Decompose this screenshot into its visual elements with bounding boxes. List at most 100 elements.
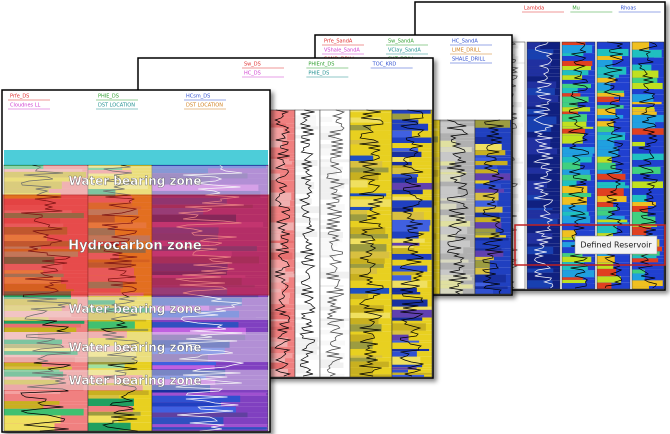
- header-label: Prfe_DS: [10, 94, 29, 100]
- log-fill: [527, 42, 560, 50]
- log-fill: [527, 88, 555, 96]
- log-fill: [295, 168, 311, 173]
- log-fill: [562, 96, 589, 103]
- track-border: [526, 41, 561, 290]
- log-fill: [4, 379, 59, 385]
- log-fill: [392, 123, 429, 131]
- log-fill: [295, 213, 307, 218]
- log-fill: [320, 340, 346, 346]
- log-fill: [392, 369, 432, 373]
- zone-overlay: [3, 332, 269, 362]
- log-fill: [4, 362, 42, 367]
- log-fill: [270, 341, 288, 347]
- log-fill: [392, 165, 432, 169]
- log-fill: [152, 354, 268, 363]
- log-fill: [152, 298, 242, 306]
- log-fill: [320, 278, 349, 286]
- log-fill: [295, 110, 314, 116]
- log-fill: [562, 93, 581, 97]
- track-border: [596, 41, 631, 290]
- log-fill: [632, 211, 648, 217]
- log-fill: [350, 263, 384, 268]
- log-fill: [632, 114, 664, 123]
- log-fill: [475, 237, 509, 241]
- log-curve: [481, 119, 504, 295]
- log-fill: [270, 147, 281, 154]
- log-fill: [440, 262, 459, 270]
- log-fill: [88, 422, 131, 431]
- log-fill: [320, 257, 343, 262]
- log-fill: [562, 169, 590, 175]
- log-fill: [562, 247, 587, 254]
- log-fill: [350, 196, 381, 200]
- log-fill: [597, 66, 627, 75]
- log-fill: [440, 181, 474, 187]
- log-fill: [295, 342, 318, 347]
- track-border: [474, 119, 512, 295]
- log-fill: [295, 317, 308, 320]
- log-fill: [88, 415, 152, 423]
- log-fill: [440, 172, 467, 175]
- log-curve: [273, 109, 292, 377]
- log-fill: [562, 204, 587, 212]
- log-fill: [88, 165, 121, 168]
- log-fill: [562, 147, 595, 154]
- log-fill: [475, 240, 505, 249]
- log-fill: [475, 180, 490, 184]
- log-fill: [88, 356, 132, 361]
- log-fill: [475, 155, 511, 158]
- log-fill: [527, 156, 560, 165]
- log-fill: [440, 126, 475, 134]
- log-fill: [4, 298, 78, 306]
- log-fill: [597, 74, 619, 78]
- log-fill: [295, 349, 317, 355]
- log-fill: [88, 345, 132, 352]
- log-fill: [475, 157, 494, 161]
- log-fill: [392, 157, 432, 162]
- log-fill: [350, 273, 369, 281]
- log-fill: [270, 216, 293, 223]
- log-fill: [88, 415, 119, 423]
- log-fill: [270, 288, 282, 293]
- log-fill: [597, 202, 614, 207]
- log-fill: [320, 132, 336, 140]
- log-fill: [475, 200, 498, 207]
- log-fill: [475, 235, 506, 238]
- log-fill: [597, 77, 616, 83]
- log-fill: [152, 305, 268, 311]
- log-fill: [392, 340, 420, 343]
- log-fill: [295, 367, 306, 374]
- log-fill: [527, 154, 554, 157]
- log-fill: [295, 309, 308, 318]
- log-fill: [475, 183, 501, 189]
- log-fill: [4, 339, 63, 345]
- log-fill: [152, 178, 211, 185]
- log-fill: [4, 344, 61, 349]
- log-fill: [320, 144, 333, 149]
- log-fill: [597, 262, 614, 269]
- log-fill: [440, 161, 455, 166]
- log-fill: [527, 81, 557, 89]
- log-fill: [88, 406, 133, 412]
- log-fill: [270, 326, 292, 331]
- header-label: Prfe_SandA: [324, 39, 353, 45]
- log-fill: [440, 152, 456, 156]
- zone-overlay: [3, 370, 269, 390]
- log-fill: [632, 128, 664, 135]
- log-fill: [632, 262, 664, 270]
- log-fill: [320, 184, 345, 189]
- header-label: LIME_DRILL: [452, 48, 481, 54]
- log-fill: [440, 226, 468, 235]
- log-fill: [392, 330, 432, 335]
- log-fill: [632, 166, 661, 174]
- log-fill: [270, 233, 295, 241]
- log-track: [391, 109, 433, 378]
- log-fill: [632, 229, 647, 236]
- log-fill: [562, 215, 591, 224]
- log-fill: [392, 174, 419, 178]
- log-fill: [597, 169, 622, 174]
- log-fill: [632, 181, 663, 189]
- log-fill: [632, 216, 656, 225]
- log-fill: [270, 353, 293, 359]
- log-track: [349, 109, 393, 378]
